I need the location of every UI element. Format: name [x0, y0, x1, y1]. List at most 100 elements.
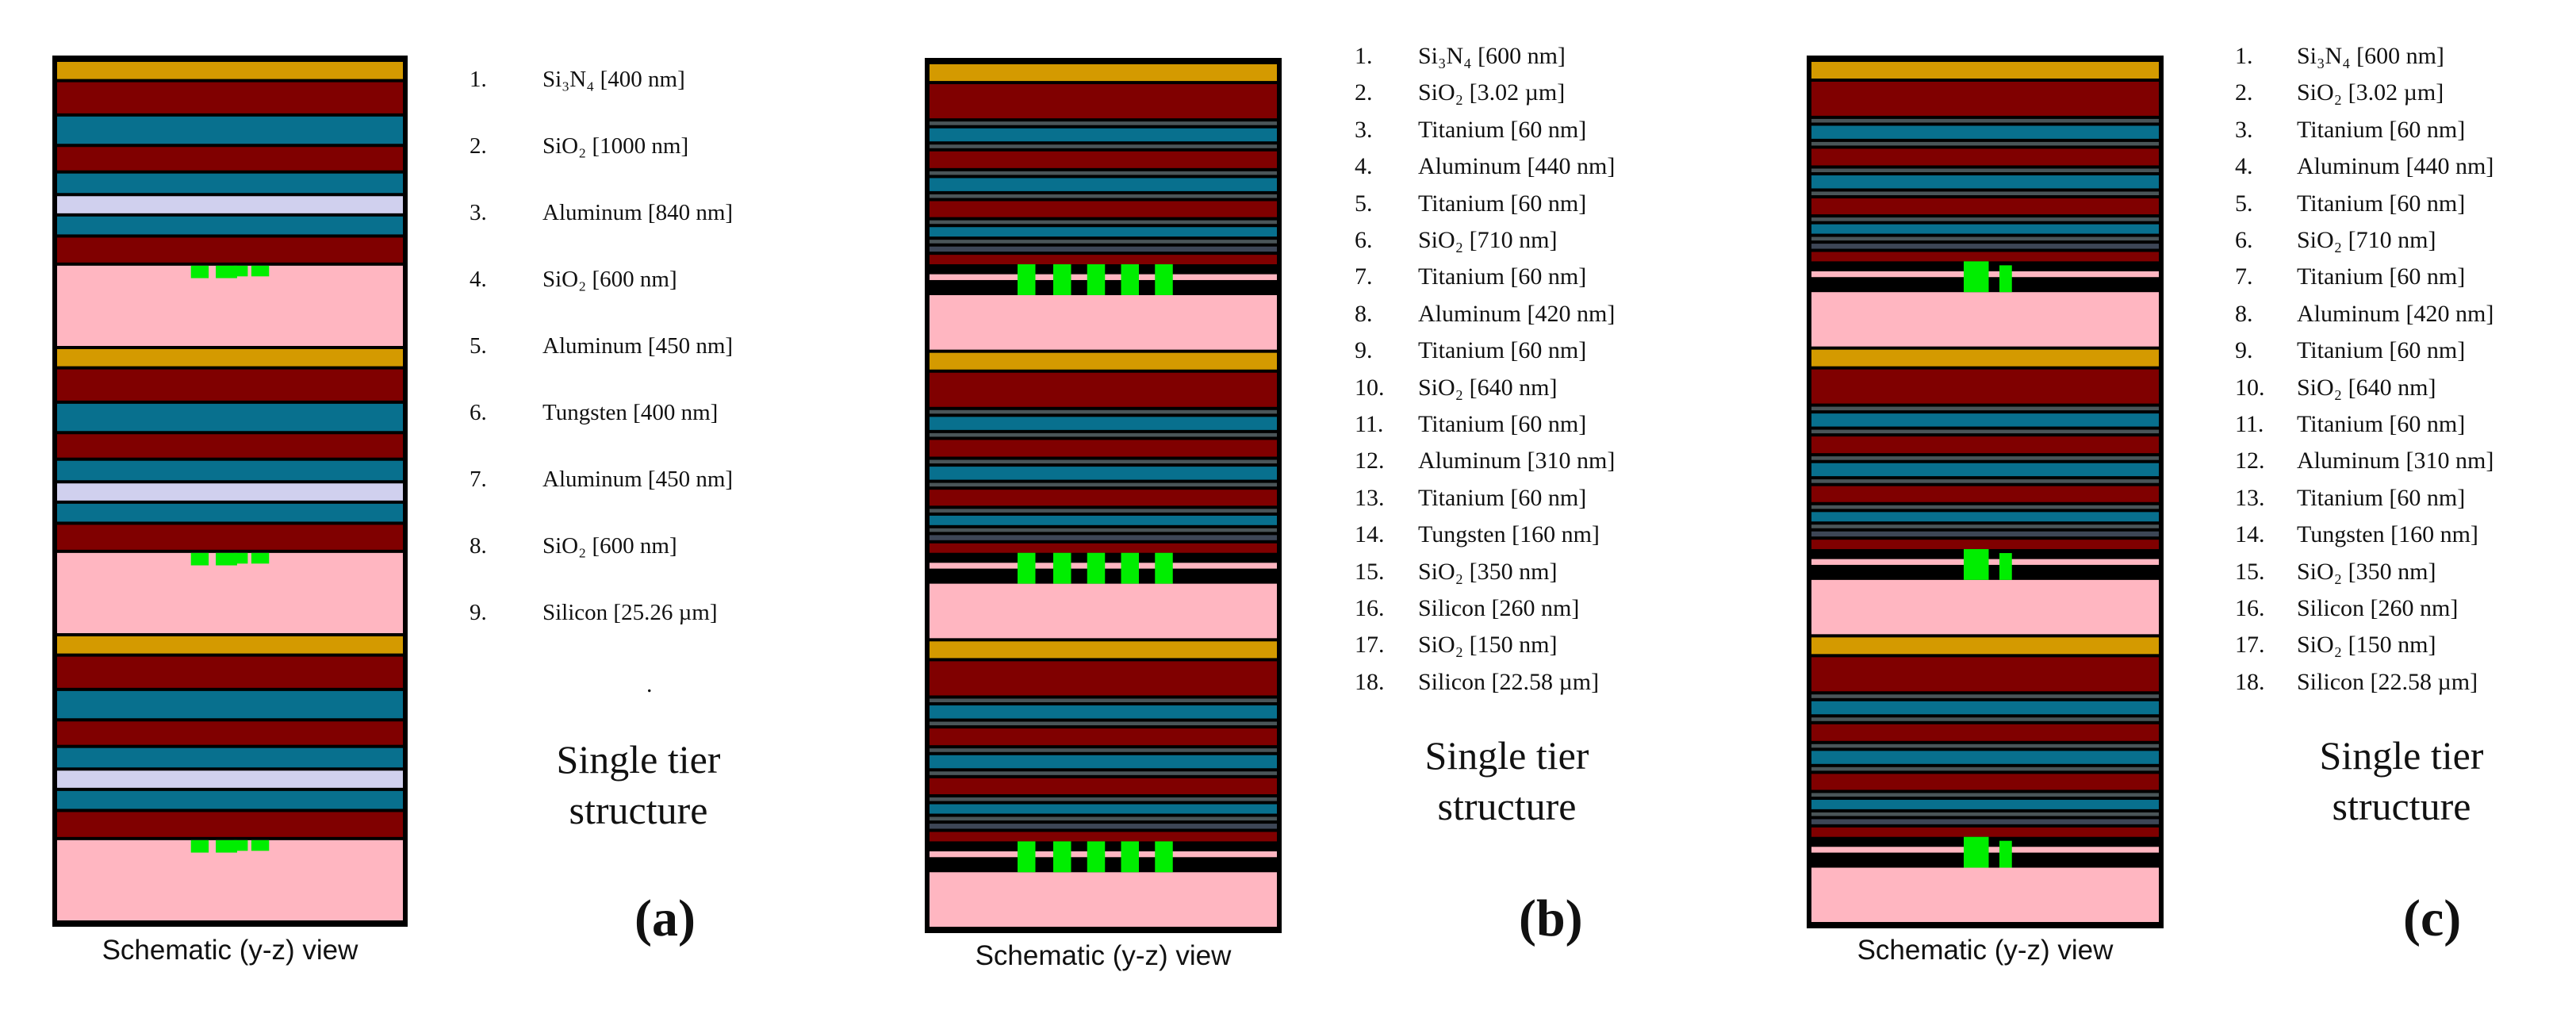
layer-number: 14. [1355, 521, 1385, 548]
layer-number: 8. [1355, 300, 1373, 327]
layer-number: 10. [2235, 374, 2265, 401]
layer-titanium [1811, 456, 2159, 460]
layer-aluminum [57, 747, 403, 768]
layer-titanium [1811, 141, 2159, 146]
layer-name: Aluminum [310 nm] [1418, 448, 1616, 474]
layer-silicon [57, 839, 403, 920]
layer-silicon [930, 583, 1277, 639]
layer-name: SiO₂ [640 nm] [2297, 374, 2436, 401]
layer-name: SiO₂ [600 nm] [542, 533, 677, 559]
layer-name: SiO₂ [710 nm] [1418, 227, 1558, 253]
layer-name: Titanium [60 nm] [2297, 263, 2466, 290]
waveguide-core [251, 265, 270, 277]
waveguide-core [1018, 841, 1036, 873]
layer-titanium [1811, 217, 2159, 221]
layer-number: 16. [2235, 595, 2265, 621]
layer-si3n4 [930, 352, 1277, 370]
layer-aluminum [57, 403, 403, 432]
layer-name: Titanium [60 nm] [1418, 190, 1587, 217]
layer-name: SiO₂ [350 nm] [1418, 558, 1558, 585]
layer-name: Tungsten [400 nm] [542, 400, 719, 425]
waveguide-core [1087, 264, 1106, 295]
layer-titanium [930, 121, 1277, 125]
layer-sio2 [1811, 198, 2159, 215]
layer-tungsten [57, 770, 403, 788]
waveguide-core [1018, 552, 1036, 584]
waveguide-core [1121, 841, 1139, 873]
layer-name: SiO₂ [1000 nm] [542, 133, 689, 159]
layer-aluminum [930, 128, 1277, 142]
layer-name: Silicon [22.58 µm] [2297, 668, 2478, 695]
layer-titanium [1811, 812, 2159, 816]
layer-titanium [1811, 191, 2159, 196]
layer-sio2 [57, 147, 403, 171]
layer-aluminum [930, 417, 1277, 430]
layer-si3n4 [57, 636, 403, 654]
layer-number: 10. [1355, 374, 1385, 401]
layer-titanium [930, 409, 1277, 414]
layer-silicon [930, 872, 1277, 927]
layer-number: 15. [2235, 558, 2265, 585]
layer-sio2 [930, 778, 1277, 794]
layer-aluminum [1811, 701, 2159, 715]
layer-aluminum [930, 178, 1277, 191]
layer-number: 8. [2235, 300, 2253, 327]
layer-name: Aluminum [420 nm] [2297, 300, 2494, 327]
layer-titanium [930, 771, 1277, 775]
layer-sio2 [930, 490, 1277, 506]
layer-titanium [1811, 236, 2159, 241]
layer-sio2 [57, 721, 403, 745]
layer-titanium [930, 721, 1277, 726]
layer-number: 18. [1355, 668, 1385, 695]
layer-name: Titanium [60 nm] [2297, 337, 2466, 364]
layer-aluminum [930, 804, 1277, 814]
layer-sio2 [57, 434, 403, 458]
layer-titanium [1811, 505, 2159, 509]
layer-name: Tungsten [160 nm] [1418, 521, 1600, 548]
layer-number: 12. [1355, 448, 1385, 474]
layer-titanium [930, 698, 1277, 703]
layer-sio2 [930, 151, 1277, 168]
layer-aluminum [1811, 512, 2159, 522]
layer-aluminum [1811, 175, 2159, 189]
waveguide-core [190, 265, 209, 279]
layer-name: Si₃N₄ [600 nm] [1418, 43, 1566, 69]
layer-titanium [930, 748, 1277, 752]
layer-number: 2. [2235, 79, 2253, 106]
waveguide-core [1087, 552, 1106, 584]
layer-sio2 [930, 372, 1277, 407]
layer-sio2 [1811, 827, 2159, 837]
waveguide-core [190, 552, 209, 566]
layer-titanium [1811, 694, 2159, 698]
layer-number: 7. [1355, 263, 1373, 290]
layer-silicon [1811, 292, 2159, 347]
layer-sio2 [1811, 81, 2159, 116]
layer-titanium [1811, 793, 2159, 797]
waveguide-core [233, 839, 248, 851]
waveguide-core [1053, 841, 1071, 873]
waveguide-core [251, 839, 270, 851]
layer-si3n4 [57, 62, 403, 79]
layer-name: Aluminum [840 nm] [542, 200, 734, 225]
layer-number: 9. [1355, 337, 1373, 364]
layer-titanium [1811, 743, 2159, 748]
tier-title-c: Single tier structure [2275, 730, 2528, 832]
waveguide-core [190, 839, 209, 853]
layer-sio2 [1811, 436, 2159, 454]
layer-sio2 [1811, 369, 2159, 404]
layer-name: Titanium [60 nm] [1418, 411, 1587, 437]
layer-number: 1. [2235, 43, 2253, 69]
waveguide-core [1121, 552, 1139, 584]
layer-aluminum [1811, 751, 2159, 764]
layer-sio2 [57, 369, 403, 401]
panel-label-b: (b) [1519, 889, 1583, 947]
tier-title-b: Single tier structure [1380, 730, 1634, 832]
layer-aluminum [1811, 125, 2159, 139]
layer-tungsten [57, 483, 403, 501]
layer-sio2 [930, 832, 1277, 842]
layer-name: Silicon [22.58 µm] [1418, 668, 1600, 695]
layer-sio2 [57, 82, 403, 113]
layer-name: SiO₂ [150 nm] [2297, 632, 2436, 659]
waveguide-core [1964, 549, 1989, 580]
panel-label-a: (a) [634, 889, 696, 947]
